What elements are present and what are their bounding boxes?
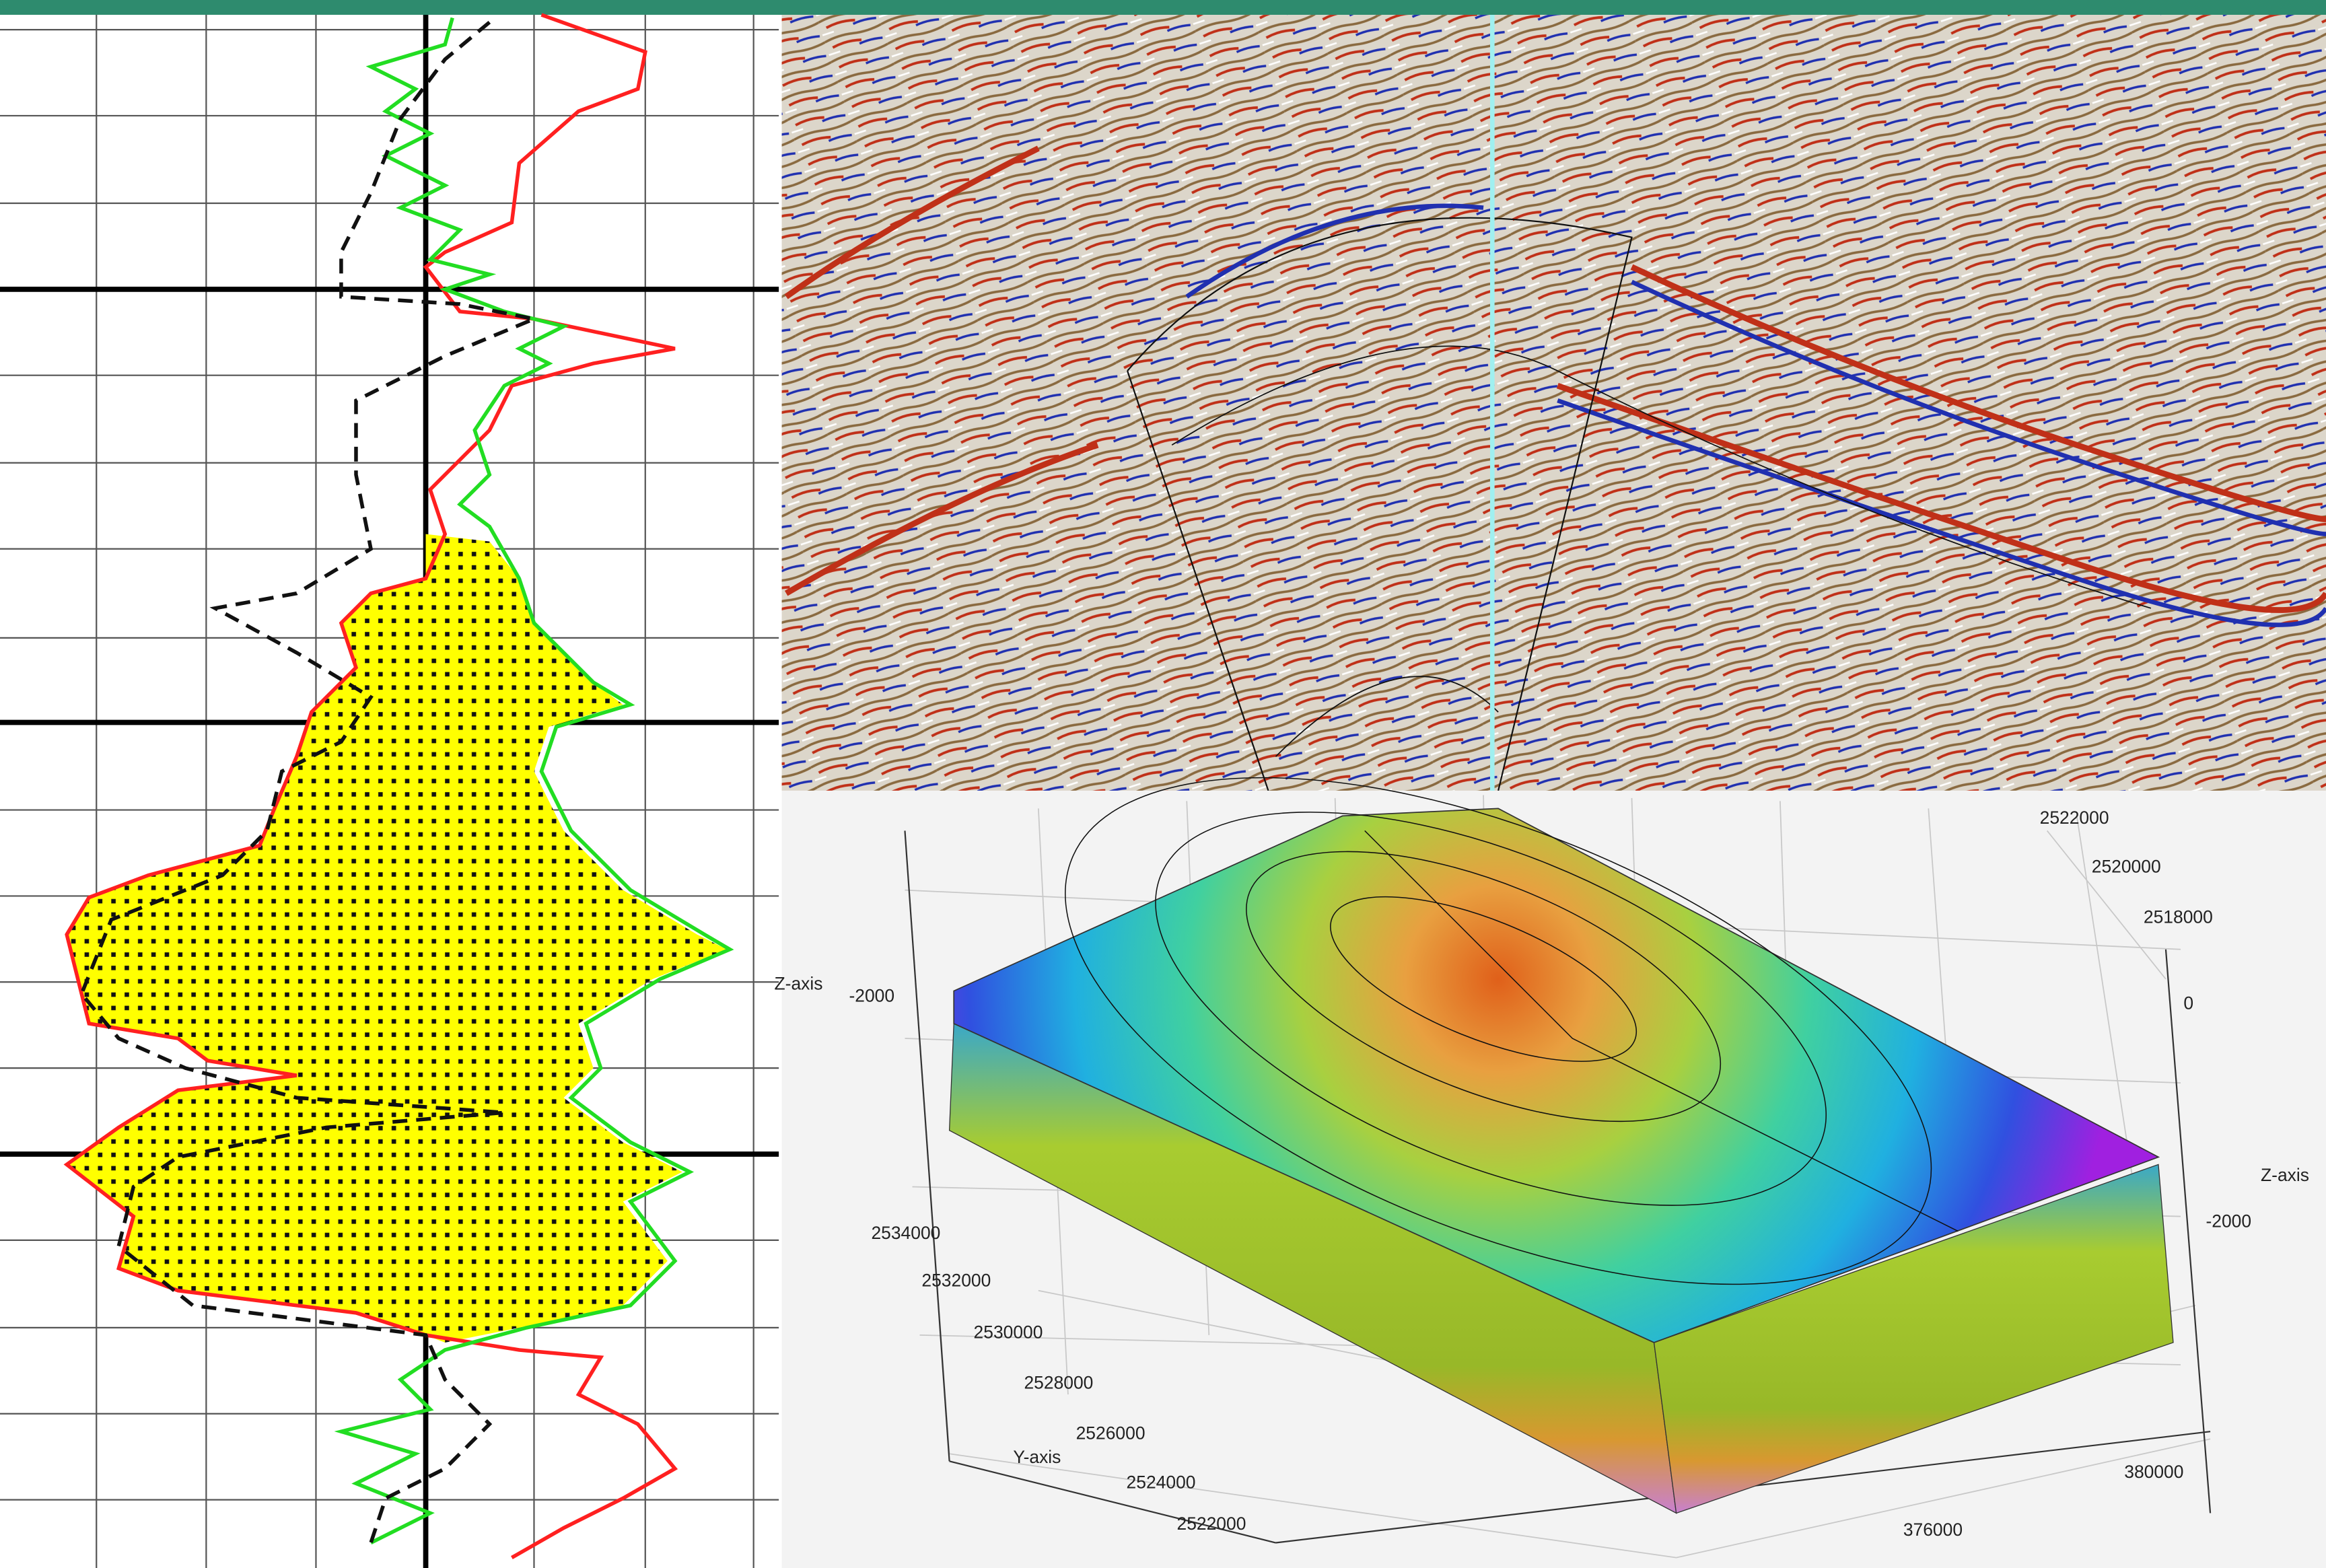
z-tick-label: 0 [2183,993,2193,1013]
y-tick-label: 2524000 [1127,1472,1196,1492]
y-axis-label: Y-axis [1013,1447,1061,1467]
y-tick-label: 2522000 [1176,1513,1246,1534]
x-tick-label: 380000 [2124,1462,2183,1482]
surface-labels: Z-axis -2000 2534000 2532000 2530000 252… [775,808,2309,1540]
well-log [0,13,779,1568]
z-tick-label: -2000 [2206,1211,2251,1231]
z-axis-label: Z-axis [775,974,823,994]
x-back-tick-label: 2522000 [2040,808,2109,828]
seismic-section [781,15,2326,791]
x-back-tick-label: 2520000 [2092,857,2161,877]
y-tick-label: 2528000 [1024,1373,1093,1393]
z-axis-label: Z-axis [2261,1165,2309,1185]
x-back-tick-label: 2518000 [2144,906,2213,927]
y-tick-label: 2532000 [921,1271,991,1291]
x-tick-label: 376000 [1903,1520,1963,1540]
y-tick-label: 2530000 [974,1322,1043,1343]
top-bar [0,0,2326,15]
z-tick-label: -2000 [849,985,894,1005]
y-tick-label: 2534000 [871,1223,940,1243]
surface-3d [781,777,2326,1568]
y-tick-label: 2526000 [1076,1423,1146,1444]
